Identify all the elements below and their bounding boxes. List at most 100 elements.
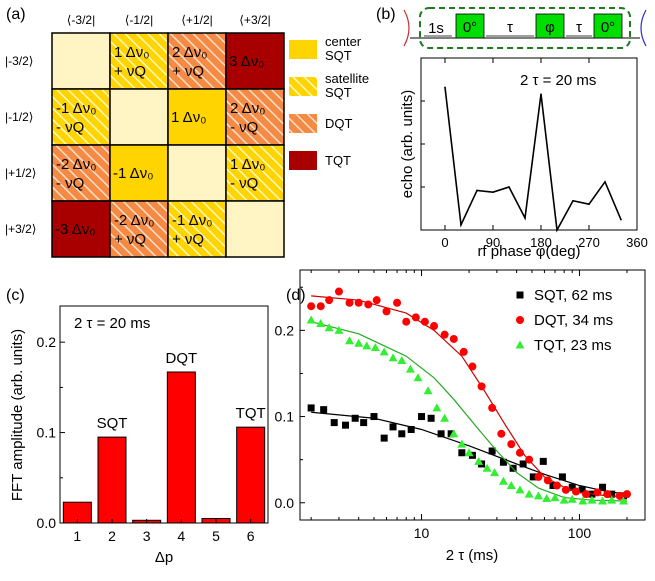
legend-swatch-sat <box>289 77 317 96</box>
x-tick-label: 4 <box>177 528 185 544</box>
legend-swatch-dqt <box>289 114 317 133</box>
pulse-sequence: 1s 0° φ 0° τ τ <box>403 7 647 49</box>
y-axis-label: FFT amplitude (arb. units) <box>9 329 26 501</box>
data-point-0 <box>398 430 406 438</box>
transition-matrix: ⟨-3/2| ⟨-1/2| ⟨+1/2| ⟨+3/2| |-3/2⟩ |-1/2⟩ |+1/… <box>5 13 285 258</box>
y-tick-label: 0.1 <box>275 409 295 425</box>
data-point-1 <box>543 476 552 485</box>
data-point-0 <box>389 423 397 431</box>
data-point-1 <box>593 488 602 497</box>
echo-point <box>492 191 494 193</box>
data-point-2 <box>423 386 433 395</box>
data-point-2 <box>587 495 597 504</box>
data-point-1 <box>571 487 580 496</box>
data-point-0 <box>499 458 507 466</box>
echo-point <box>556 229 558 231</box>
x-tick-label: 360 <box>626 235 648 250</box>
cell-label: -2 Δν₀ <box>56 156 96 173</box>
data-point-0 <box>529 473 537 481</box>
echo-point <box>540 93 542 95</box>
x-tick-label: 6 <box>247 528 255 544</box>
matrix-cell <box>167 32 227 90</box>
data-point-1 <box>334 287 343 296</box>
data-point-1 <box>468 362 477 371</box>
data-point-1 <box>615 491 624 500</box>
panel-label-c: (c) <box>6 287 25 304</box>
cell-label: -3 Δν₀ <box>55 221 95 238</box>
data-point-1 <box>345 298 354 307</box>
data-point-1 <box>382 307 391 316</box>
data-point-0 <box>418 413 426 421</box>
data-point-0 <box>568 483 576 491</box>
cell-label: + νQ <box>114 63 146 80</box>
bar-4 <box>166 371 196 524</box>
legend-label: satellite <box>325 71 369 86</box>
data-point-1 <box>507 440 516 449</box>
matrix-cell <box>51 144 111 202</box>
cell-label: - νQ <box>56 119 84 136</box>
legend-label-2: TQT, 23 ms <box>534 337 612 354</box>
matrix-cell <box>109 200 169 258</box>
data-point-0 <box>599 483 607 491</box>
legend-label: SQT <box>325 85 352 100</box>
annotation: 2 τ = 20 ms <box>520 72 596 89</box>
data-point-1 <box>420 317 429 326</box>
cell-label: 1 Δν₀ <box>230 156 265 173</box>
data-point-2 <box>388 353 398 362</box>
data-point-1 <box>582 490 591 499</box>
matrix-cell <box>167 88 227 146</box>
data-point-1 <box>534 472 543 481</box>
pulse-label: φ <box>545 19 555 36</box>
panel-label-a: (a) <box>6 6 26 23</box>
x-tick-label: 270 <box>578 235 600 250</box>
pulse-box <box>593 13 623 39</box>
data-point-2 <box>542 493 552 502</box>
data-point-2 <box>440 413 450 422</box>
echo-point <box>444 86 446 89</box>
row-header: |-1/2⟩ <box>5 110 33 124</box>
data-point-2 <box>618 496 628 505</box>
data-point-2 <box>457 439 467 448</box>
data-point-2 <box>397 356 407 365</box>
echo-point <box>460 224 462 226</box>
x-tick-label: 0 <box>441 235 448 250</box>
legend-marker-2 <box>515 340 525 349</box>
cell-label: + νQ <box>172 63 204 80</box>
matrix-cell <box>225 32 285 90</box>
data-point-0 <box>458 449 466 457</box>
data-point-1 <box>430 322 439 331</box>
legend-label: center <box>325 34 362 49</box>
cell-label: - νQ <box>230 119 258 136</box>
cell-label: 1 Δν₀ <box>114 44 149 61</box>
data-point-1 <box>552 481 561 490</box>
pulse-box <box>535 13 565 39</box>
matrix-cell <box>51 32 111 90</box>
data-point-2 <box>405 364 415 373</box>
data-point-1 <box>488 403 497 412</box>
phase-echo-chart: 0 90 180 270 360 2 τ = 20 ms rf phase φ(deg) ec… <box>399 57 648 260</box>
fft-bar-chart: 1 2 SQT 3 4 DQT 5 6 TQT 0.0 0.1 0.2 2 τ = 20 ms Δp FFT… <box>9 305 269 566</box>
y-tick-label: 0.0 <box>37 515 57 531</box>
matrix-cell <box>109 88 169 146</box>
delay-label: 1s <box>428 20 444 37</box>
data-point-0 <box>380 434 388 442</box>
data-point-0 <box>488 447 496 455</box>
panel-label-d: (d) <box>286 287 306 304</box>
matrix-cell <box>167 200 227 258</box>
data-point-1 <box>623 490 632 499</box>
matrix-cell <box>167 144 227 202</box>
echo-point <box>572 199 574 202</box>
legend-label: DQT <box>325 116 353 131</box>
bar-2 <box>97 436 127 524</box>
data-point-0 <box>447 430 455 438</box>
cell-label: -1 Δν₀ <box>56 100 96 117</box>
echo-point <box>508 186 510 188</box>
x-axis-label: Δp <box>155 549 173 566</box>
data-point-2 <box>559 495 569 504</box>
data-point-0 <box>320 406 328 414</box>
x-tick-label: 5 <box>212 528 220 544</box>
data-point-2 <box>370 343 380 352</box>
plot-frame <box>299 269 646 521</box>
x-tick-label: 180 <box>530 235 552 250</box>
